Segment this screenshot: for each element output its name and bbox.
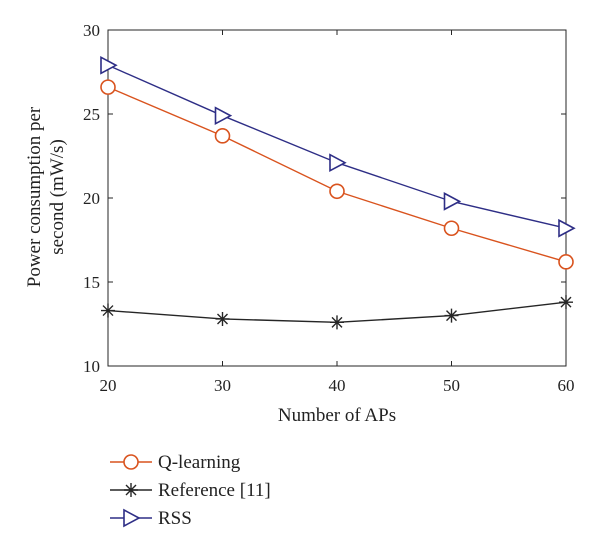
data-point-reference-11-shape [101,303,115,318]
data-point-rss-shape [558,218,576,238]
legend-marker-reference-11-shape [124,483,138,497]
y-tick-label: 30 [83,21,100,40]
data-point-reference-11-shape [444,308,459,323]
data-point-q-learning [329,183,345,200]
data-point-reference-11 [559,295,573,310]
data-point-rss [100,55,118,75]
data-point-rss-shape [100,55,118,75]
y-tick-label: 10 [83,357,100,376]
y-axis-label-line-2: second (mW/s) [47,139,68,255]
data-point-reference-11-shape [559,295,573,310]
x-axis-label: Number of APs [278,405,396,426]
data-point-q-learning [443,220,460,237]
data-point-q-learning-shape [329,183,345,200]
x-tick-label: 20 [100,376,117,395]
data-point-reference-11-shape [330,315,344,330]
y-tick-label: 20 [83,189,100,208]
data-point-rss [558,218,576,238]
series-line-rss [107,64,567,229]
legend-marker-rss-shape [123,508,141,528]
data-point-rss-shape [443,192,462,211]
data-point-rss [329,153,347,173]
data-point-q-learning-shape [443,220,460,237]
legend-label-rss: RSS [158,508,192,529]
data-point-reference-11 [101,303,115,318]
data-point-rss [214,106,233,126]
legend-label-reference-11: Reference [11] [158,480,271,501]
data-point-q-learning [214,128,231,144]
data-point-q-learning-shape [100,79,116,95]
x-tick-label: 40 [329,376,346,395]
data-point-reference-11-shape [215,311,230,326]
data-point-rss-shape [214,106,233,126]
data-point-rss-shape [329,153,347,173]
data-point-rss [443,192,462,211]
y-tick-label: 15 [83,273,100,292]
legend-marker-q-learning [123,454,139,470]
data-point-reference-11 [444,308,459,323]
legend-marker-reference-11 [124,483,138,497]
data-point-q-learning-shape [214,128,231,144]
legend-marker-q-learning-shape [123,454,139,470]
legend-label-q-learning: Q-learning [158,452,241,473]
data-point-q-learning [558,254,574,270]
y-axis-label-line-1: Power consumption per [24,106,45,287]
y-tick-label: 25 [83,105,100,124]
data-point-reference-11 [330,315,344,330]
legend: Q-learning Reference [11] RSS [110,452,271,529]
x-tick-label: 30 [214,376,231,395]
legend-marker-rss [123,508,141,528]
x-tick-label: 60 [558,376,575,395]
data-point-q-learning [100,79,116,95]
data-point-q-learning-shape [558,254,574,270]
series-line-q-learning [107,86,567,263]
data-point-reference-11 [215,311,230,326]
plot-area: 20 30 40 50 60 10 15 20 25 30 [83,21,576,395]
x-tick-label: 50 [443,376,460,395]
